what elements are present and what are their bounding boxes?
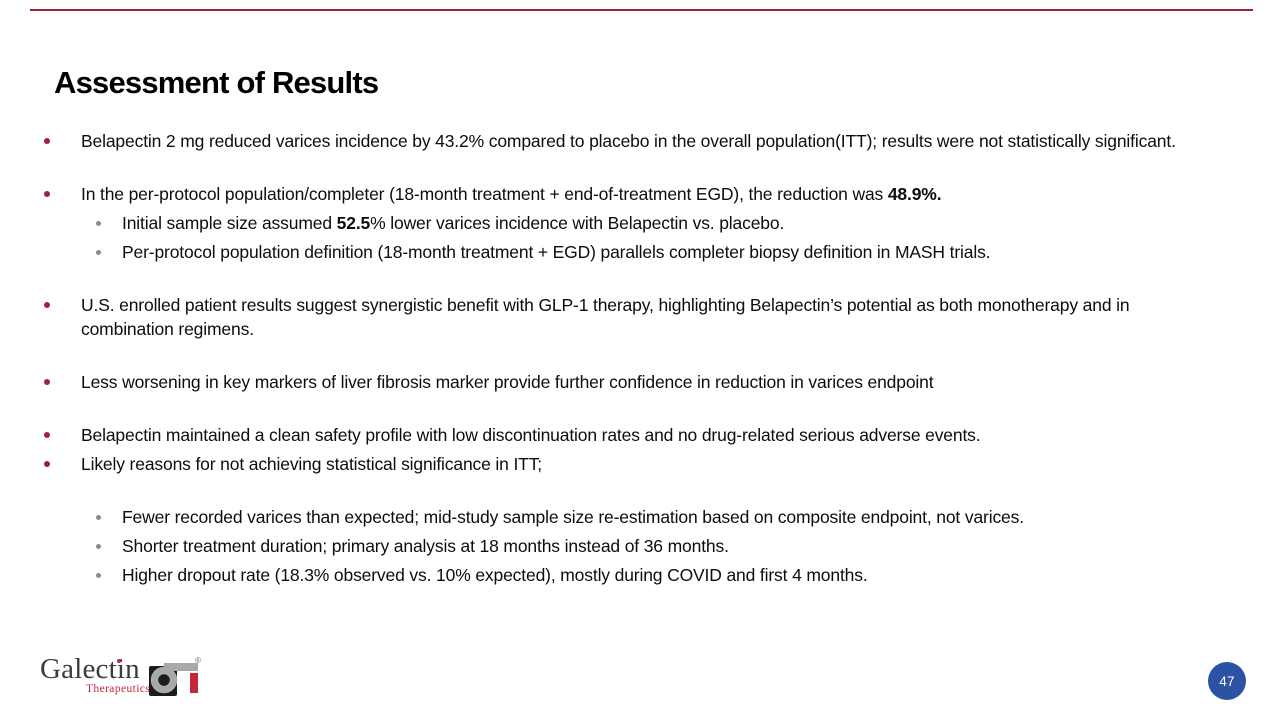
slide-title: Assessment of Results: [54, 65, 379, 100]
registered-mark: ®: [195, 656, 201, 665]
top-accent-rule: [30, 9, 1253, 11]
bullet-item: Belapectin maintained a clean safety pro…: [40, 423, 1180, 447]
bullet-text: Higher dropout rate (18.3% observed vs. …: [122, 565, 868, 585]
bullet-marker-icon: [44, 138, 50, 144]
bullet-group: In the per-protocol population/completer…: [40, 182, 1180, 264]
sub-bullet-item: Initial sample size assumed 52.5% lower …: [40, 211, 1180, 235]
bullet-text: In the per-protocol population/completer…: [81, 184, 942, 204]
bullet-marker-icon: [44, 379, 50, 385]
galectin-therapeutics-logo: Galectin Therapeutics ®: [40, 653, 240, 711]
bullet-text: Shorter treatment duration; primary anal…: [122, 536, 729, 556]
sub-bullet-item: Shorter treatment duration; primary anal…: [40, 534, 1180, 558]
bullet-list: Belapectin 2 mg reduced varices incidenc…: [40, 129, 1180, 616]
sub-bullet-marker-icon: [96, 573, 101, 578]
sub-bullet-marker-icon: [96, 515, 101, 520]
bullet-group: Less worsening in key markers of liver f…: [40, 370, 1180, 394]
bullet-text: Per-protocol population definition (18-m…: [122, 242, 991, 262]
bullet-text: U.S. enrolled patient results suggest sy…: [81, 295, 1130, 339]
sub-bullet-item: Higher dropout rate (18.3% observed vs. …: [40, 563, 1180, 587]
page-number: 47: [1219, 673, 1235, 689]
bullet-marker-icon: [44, 432, 50, 438]
bullet-marker-icon: [44, 461, 50, 467]
sub-bullet-marker-icon: [96, 250, 101, 255]
galectin-g-logo-icon: ®: [149, 656, 201, 696]
bullet-text: Less worsening in key markers of liver f…: [81, 372, 934, 392]
bullet-text: Belapectin 2 mg reduced varices incidenc…: [81, 131, 1176, 151]
page-number-badge: 47: [1208, 662, 1246, 700]
bullet-item: Less worsening in key markers of liver f…: [40, 370, 1180, 394]
bullet-item: Likely reasons for not achieving statist…: [40, 452, 1180, 476]
sub-bullet-item: Per-protocol population definition (18-m…: [40, 240, 1180, 264]
bullet-text: Fewer recorded varices than expected; mi…: [122, 507, 1024, 527]
bullet-group: U.S. enrolled patient results suggest sy…: [40, 293, 1180, 341]
logo-red-dot-icon: [117, 659, 121, 663]
bullet-group: Belapectin 2 mg reduced varices incidenc…: [40, 129, 1180, 153]
bullet-group: Belapectin maintained a clean safety pro…: [40, 423, 1180, 476]
bullet-text: Belapectin maintained a clean safety pro…: [81, 425, 981, 445]
bullet-text: Likely reasons for not achieving statist…: [81, 454, 543, 474]
logo-wordmark: Galectin: [40, 653, 140, 685]
bullet-item: Belapectin 2 mg reduced varices incidenc…: [40, 129, 1180, 153]
bullet-item: In the per-protocol population/completer…: [40, 182, 1180, 206]
bullet-group: Fewer recorded varices than expected; mi…: [40, 505, 1180, 587]
bullet-text: Initial sample size assumed 52.5% lower …: [122, 213, 785, 233]
sub-bullet-marker-icon: [96, 544, 101, 549]
sub-bullet-marker-icon: [96, 221, 101, 226]
sub-bullet-item: Fewer recorded varices than expected; mi…: [40, 505, 1180, 529]
bullet-item: U.S. enrolled patient results suggest sy…: [40, 293, 1180, 341]
bullet-marker-icon: [44, 302, 50, 308]
bullet-marker-icon: [44, 191, 50, 197]
logo-subtitle: Therapeutics: [86, 683, 151, 695]
